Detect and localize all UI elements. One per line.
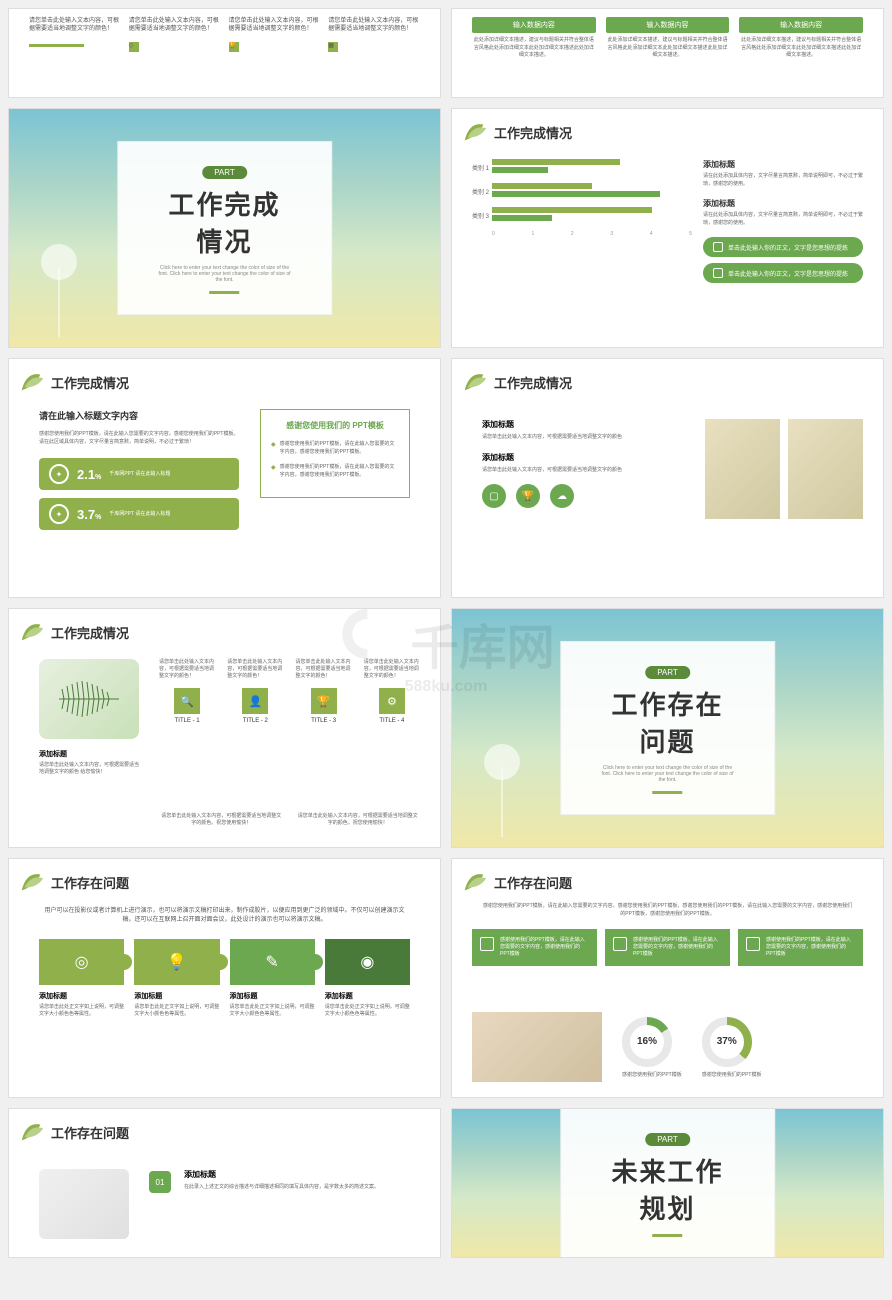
pill-1: 感谢使用我们的PPT模板，请在此输入您需要的文字内容，感谢使用我们的PPT模板 [472,929,597,966]
slides-grid: 请您单击此处输入文本内容，可根据需要适当地调整文字的颜色！ 请您单击此处输入文本… [8,8,884,1258]
fern-image [39,659,139,739]
slide-2-partial: 输入数据内容此处添加详细文本描述，建议与标题相关并符合整体语言风格此处添加详细文… [451,8,884,98]
data-col-1: 输入数据内容此处添加详细文本描述，建议与标题相关并符合整体语言风格此处添加详细文… [472,17,596,60]
leaf-icon [17,1117,45,1145]
col-3: 请您单击此处输入文本内容，可根据需要适当地调整文字的颜色！🏆 [229,17,321,52]
puzzle-3: ✎添加标题请您单击此处正文字如上说明，可调整文字大小颜色色等属性。 [230,939,315,1018]
slide-11-partial: 工作存在问题 01 添加标题 在此录入上述正文的综合描述与详细描述相同的填写具体… [8,1108,441,1258]
leaf-icon [460,867,488,895]
pill-2: 感谢使用我们的PPT模板，请在此输入您需要的文字内容，感谢使用我们的PPT模板 [605,929,730,966]
bar-chart: 类别 1 类别 2 类别 3 012345 [472,159,692,237]
section-title: 工作完成情况 [494,123,572,142]
data-col-3: 输入数据内容此处添加详细文本描述，建议与标题相关并符合整体语言风格此处添加详细文… [739,17,863,60]
leaf-icon [460,117,488,145]
diamond-icon: ◇ [129,42,139,52]
map-icon: ▢ [482,484,506,508]
slide-fern: 工作完成情况 添加标题 请您单击此处输入文本内容，可根据需要适当地调整文字的颜色… [8,608,441,848]
tile-3: 请您单击此处输入文本内容，可根据需要适当地调整文字的颜色！🏆TITLE - 3 [296,659,352,724]
leaf-icon [460,367,488,395]
target-icon: ◎ [39,939,124,985]
col-1: 请您单击此处输入文本内容，可根据需要适当地调整文字的颜色！ [29,17,121,52]
pill-3: 感谢使用我们的PPT模板，请在此输入您需要的文字内容，感谢使用我们的PPT模板 [738,929,863,966]
part-subtitle: Click here to enter your text change the… [158,265,292,283]
photo-1 [705,419,780,519]
leaf-icon [17,867,45,895]
part-badge: PART [202,166,247,179]
tile-2: 请您单击此处输入文本内容，可根据需要适当地调整文字的颜色！👤TITLE - 2 [227,659,283,724]
stat-icon: ✦ [49,504,69,524]
stat-icon: ✦ [49,464,69,484]
photo [472,1012,602,1082]
slide-stats: 工作完成情况 请在此输入标题文字内容 感谢您使用我们的PPT模板，请在此输入您需… [8,358,441,598]
gear-icon: ⚙ [379,688,405,714]
number-badge: 01 [149,1171,171,1193]
search-icon: 🔍 [174,688,200,714]
slide-donuts: 工作存在问题 感谢您使用我们的PPT模板，请在此输入您需要的文字内容，感谢您使用… [451,858,884,1098]
stat-1: ✦2.1%千库网PPT 请在此输入标题 [39,458,239,490]
slide-icons-images: 工作完成情况 添加标题 请您单击此处输入文本内容，可根据需要适当地调整文字的颜色… [451,358,884,598]
dandelion-icon [29,237,89,337]
eye-icon: ◉ [325,939,410,985]
slide-puzzle: 工作存在问题 用户可以在投影仪或者计算机上进行演示，也可以将演示文稿打印出来，制… [8,858,441,1098]
stat-2: ✦3.7%千库网PPT 请在此输入标题 [39,498,239,530]
puzzle-2: 💡添加标题请您单击此处正文字如上说明，可调整文字大小颜色色等属性。 [134,939,219,1018]
bulb-icon: 💡 [134,939,219,985]
photo [39,1169,129,1239]
info-pill-2: 单击此处输入你的正文，文字是您思想的提炼 [703,263,863,283]
slide-part-title-2: PART 工作存在问题 Click here to enter your tex… [451,608,884,848]
leaf-icon [17,367,45,395]
slide-part-title-3: PART 未来工作规划 [451,1108,884,1258]
col-4: 请您单击此处输入文本内容，可根据需要适当地调整文字的颜色！▦ [328,17,420,52]
trophy-icon: 🏆 [229,42,239,52]
trophy-icon: 🏆 [311,688,337,714]
tile-4: 请您单击此处输入文本内容，可根据需要适当地调整文字的颜色！⚙TITLE - 4 [364,659,420,724]
user-icon [613,937,627,951]
donut-1: 16% 感谢您使用我们的PPT模板 [622,1017,682,1078]
slide-1-partial: 请您单击此处输入文本内容，可根据需要适当地调整文字的颜色！ 请您单击此处输入文本… [8,8,441,98]
slide-part-title-1: PART 工作完成情况 Click here to enter your tex… [8,108,441,348]
photo-2 [788,419,863,519]
mouse-icon [746,937,760,951]
monitor-icon [713,242,723,252]
slide-chart: 工作完成情况 类别 1 类别 2 类别 3 012345 添加标题 请在此处添加… [451,108,884,348]
dandelion-icon [472,737,532,837]
cloud-icon: ☁ [550,484,574,508]
donut-2: 37% 感谢您使用我们的PPT模板 [702,1017,762,1078]
leaf-icon [17,617,45,645]
trophy-icon: 🏆 [516,484,540,508]
puzzle-4: ◉添加标题请您单击此处正文字如上说明，可调整文字大小颜色色等属性。 [325,939,410,1018]
building-icon [480,937,494,951]
col-2: 请您单击此处输入文本内容，可根据需要适当地调整文字的颜色！◇ [129,17,221,52]
grid-icon: ▦ [328,42,338,52]
part-title: 工作完成情况 [158,185,292,259]
search-icon [713,268,723,278]
pen-icon: ✎ [230,939,315,985]
info-pill-1: 单击此处输入你的正文，文字是您思想的提炼 [703,237,863,257]
tile-1: 请您单击此处输入文本内容，可根据需要适当地调整文字的颜色！🔍TITLE - 1 [159,659,215,724]
user-icon: 👤 [242,688,268,714]
data-col-2: 输入数据内容此处添加详细文本描述，建议与标题相关并符合整体语言风格此处添加详细文… [606,17,730,60]
puzzle-1: ◎添加标题请您单击此处正文字如上说明，可调整文字大小颜色色等属性。 [39,939,124,1018]
